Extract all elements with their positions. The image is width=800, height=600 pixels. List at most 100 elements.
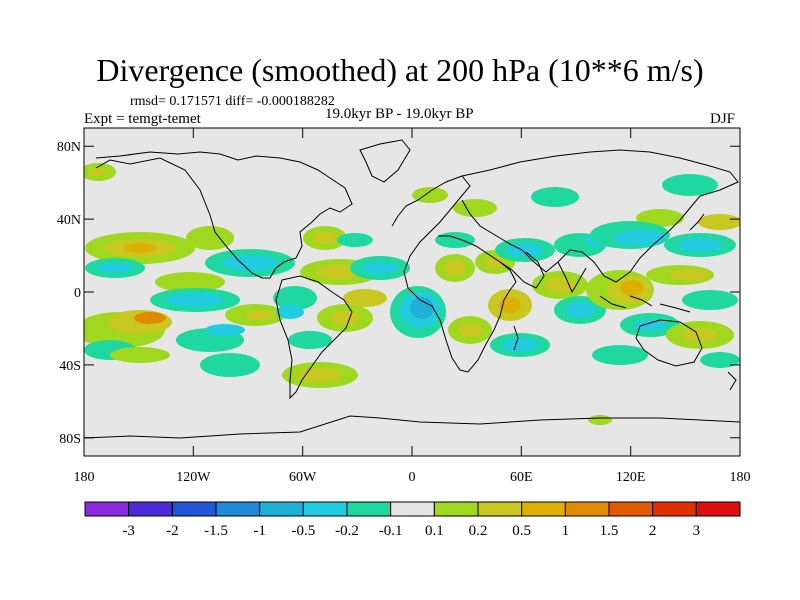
- colorbar-swatch: [302, 501, 348, 517]
- field-patch: [588, 415, 612, 425]
- stats-text: rmsd= 0.171571 diff= -0.000188282: [130, 94, 335, 109]
- colorbar: -3 -2 -1.5 -1 -0.5 -0.2 -0.1 0.1 0.2 0.5 1 1.5 2 3: [84, 501, 741, 539]
- colorbar-label: 0.5: [512, 523, 531, 539]
- field-patch: [620, 280, 644, 296]
- colorbar-label: -1.5: [204, 523, 228, 539]
- latitude-axis: 80N 40N 0 40S 80S: [57, 140, 740, 447]
- colorbar-swatch: [433, 501, 479, 517]
- period-label: 19.0kyr BP - 19.0kyr BP: [325, 106, 474, 122]
- coast-antarctica: [84, 415, 740, 439]
- coast-asia: [461, 149, 739, 283]
- field-patch: [435, 232, 475, 248]
- field-patch: [565, 302, 595, 318]
- colorbar-label: 0.2: [469, 523, 488, 539]
- field-patch: [412, 187, 448, 203]
- colorbar-swatch: [477, 501, 523, 517]
- colorbar-swatch: [695, 501, 741, 517]
- coast-indonesia: [599, 295, 691, 313]
- lat-tick-label: 80S: [59, 432, 81, 447]
- field-patch: [155, 272, 225, 292]
- field-patch: [485, 256, 505, 268]
- lat-tick-label: 0: [74, 286, 81, 301]
- field-patch: [614, 230, 666, 246]
- colorbar-swatch: [652, 501, 697, 517]
- field-patch: [331, 311, 359, 325]
- coast-madagascar: [513, 325, 519, 351]
- colorbar-swatch: [608, 501, 654, 517]
- field-patch: [343, 289, 387, 307]
- field-patch: [458, 323, 482, 337]
- field-patch: [670, 269, 710, 281]
- coast-greenland: [359, 139, 411, 183]
- field-patch: [698, 214, 740, 230]
- field-patch: [134, 312, 166, 324]
- colorbar-swatch: [564, 501, 610, 517]
- colorbar-label: -0.1: [379, 523, 403, 539]
- field-patch: [246, 310, 274, 320]
- field-patch: [453, 199, 497, 217]
- field-patch: [410, 297, 434, 319]
- field-patch: [222, 255, 278, 271]
- field-patch: [337, 233, 373, 247]
- colorbar-swatch: [390, 501, 435, 517]
- lon-tick-label: 180: [730, 470, 751, 485]
- colorbar-label: 0.1: [425, 523, 444, 539]
- field-patch: [298, 368, 342, 382]
- colorbar-label: -3: [122, 523, 135, 539]
- lon-tick-label: 180: [74, 470, 95, 485]
- divergence-field: [84, 163, 740, 425]
- colorbar-label: 2: [649, 523, 657, 539]
- field-patch: [313, 232, 337, 244]
- coast-india: [557, 261, 587, 294]
- colorbar-label: -0.2: [335, 523, 359, 539]
- colorbar-swatch: [215, 501, 261, 517]
- colorbar-swatch: [128, 501, 173, 517]
- lat-tick-label: 40S: [59, 359, 81, 374]
- field-patch: [682, 290, 738, 310]
- lon-tick-label: 60W: [289, 470, 317, 485]
- experiment-label: Expt = temgt-temet: [84, 111, 201, 127]
- field-patch: [502, 338, 538, 352]
- field-patch: [531, 187, 579, 207]
- field-patch: [662, 174, 718, 196]
- field-patch: [167, 293, 223, 307]
- lat-tick-label: 80N: [57, 140, 81, 155]
- coast-arabia: [499, 251, 545, 289]
- field-patch: [205, 324, 245, 336]
- colorbar-label: 1.5: [600, 523, 619, 539]
- field-patch: [544, 277, 576, 293]
- field-patch: [634, 319, 666, 331]
- field-patch: [110, 347, 170, 363]
- coastlines: [84, 139, 740, 439]
- longitude-axis: 180 120W 60W 0 60E 120E 180: [74, 128, 751, 485]
- season-label: DJF: [710, 111, 736, 127]
- coast-north-america: [95, 151, 353, 279]
- lat-tick-label: 40N: [57, 213, 81, 228]
- lon-tick-label: 0: [409, 470, 416, 485]
- coast-australia: [635, 319, 703, 367]
- field-patch: [499, 297, 521, 313]
- colorbar-swatch: [521, 501, 566, 517]
- colorbar-swatch: [171, 501, 217, 517]
- field-patch: [362, 262, 398, 274]
- colorbar-label: -1: [253, 523, 266, 539]
- lon-tick-label: 120E: [616, 470, 646, 485]
- field-patch: [444, 260, 466, 276]
- field-patch: [678, 238, 722, 252]
- field-patch: [592, 345, 648, 365]
- coast-south-america: [275, 275, 353, 400]
- field-patch: [276, 305, 304, 319]
- lon-tick-label: 60E: [510, 470, 533, 485]
- field-patch: [288, 331, 332, 349]
- field-patch: [700, 352, 740, 368]
- lon-tick-label: 120W: [176, 470, 211, 485]
- map-area: [83, 127, 741, 457]
- colorbar-swatch: [259, 501, 304, 517]
- field-patch: [124, 243, 156, 253]
- field-patch: [89, 168, 107, 176]
- colorbar-label: 1: [562, 523, 570, 539]
- coast-new-zealand: [727, 371, 737, 391]
- coast-japan: [689, 213, 705, 231]
- colorbar-label: -2: [166, 523, 179, 539]
